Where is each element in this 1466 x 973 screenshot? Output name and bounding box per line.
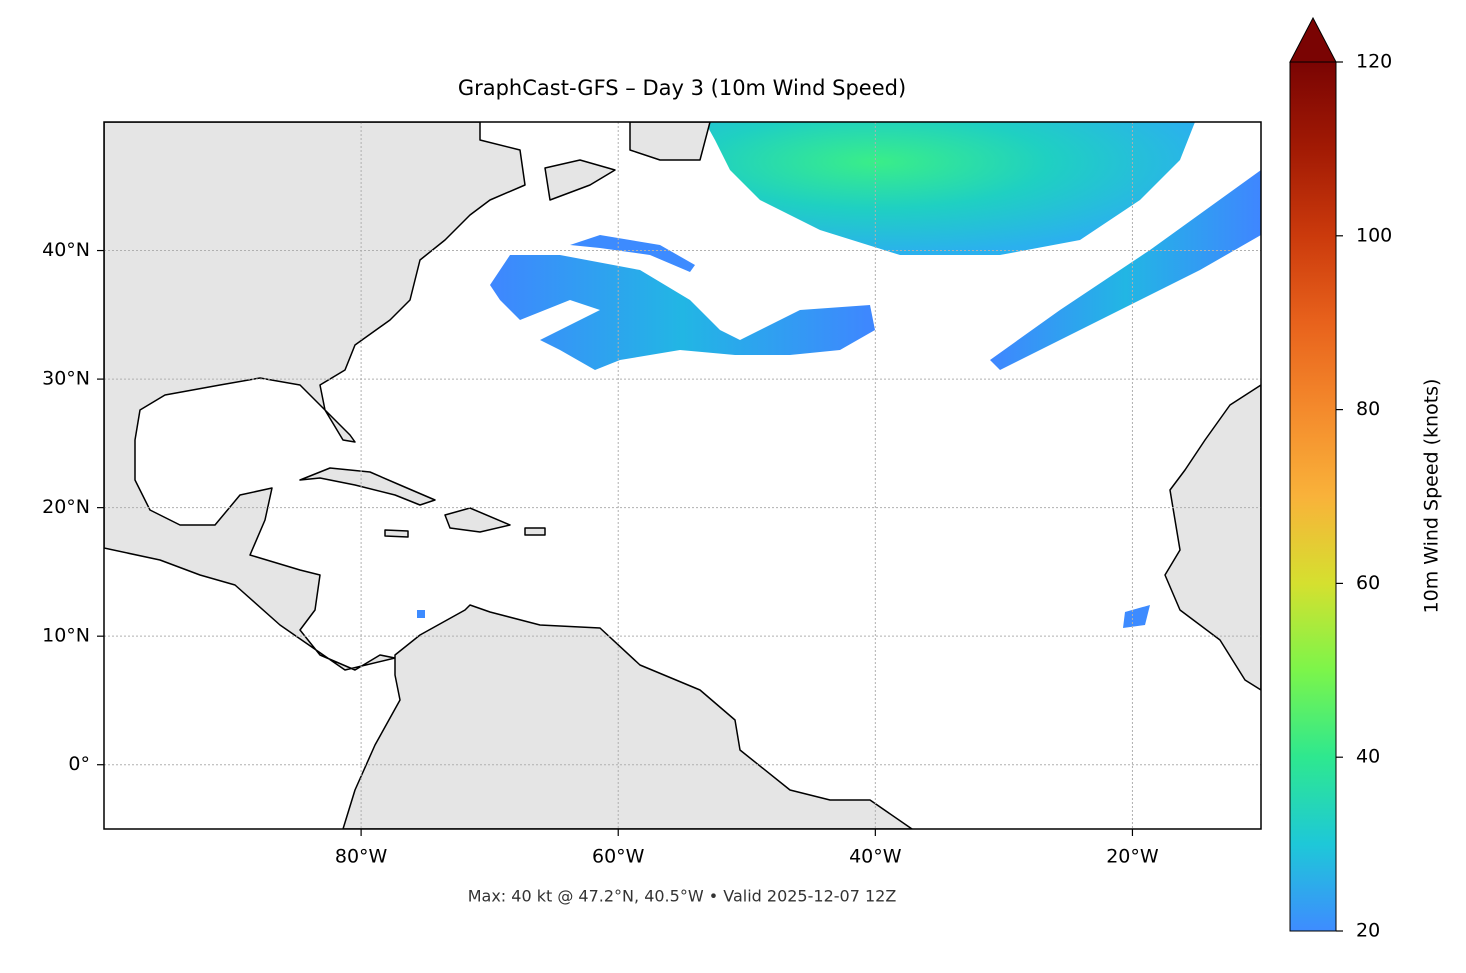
land xyxy=(104,122,1261,829)
y-tick-label: 30°N xyxy=(42,368,90,390)
colorbar-extension xyxy=(1289,16,1337,63)
colorbar-tick-label: 40 xyxy=(1356,746,1380,768)
y-tick-label: 20°N xyxy=(42,496,90,518)
y-tick-label: 40°N xyxy=(42,239,90,261)
colorbar-label: 10m Wind Speed (knots) xyxy=(1421,379,1443,614)
map-frame xyxy=(103,121,1262,830)
footnote: Max: 40 kt @ 47.2°N, 40.5°W • Valid 2025… xyxy=(468,887,897,906)
x-tick-label: 80°W xyxy=(335,846,388,868)
colorbar-tick-label: 100 xyxy=(1356,224,1392,246)
x-tick-label: 40°W xyxy=(849,846,902,868)
gridlines xyxy=(104,122,1261,829)
axes: 80°W 60°W 40°W 20°W 0° 10°N 20°N 30°N 40°N xyxy=(42,239,1159,867)
colorbar-tick-label: 80 xyxy=(1356,398,1380,420)
colorbar-bar xyxy=(1289,61,1337,932)
y-tick-label: 10°N xyxy=(42,625,90,647)
colorbar-tick-label: 20 xyxy=(1356,920,1380,942)
colorbar-tick-label: 120 xyxy=(1356,51,1392,73)
chart-title: GraphCast-GFS – Day 3 (10m Wind Speed) xyxy=(458,76,906,100)
colorbar-tick-label: 60 xyxy=(1356,572,1380,594)
x-tick-label: 60°W xyxy=(592,846,645,868)
x-tick-label: 20°W xyxy=(1106,846,1159,868)
colorbar: 10m Wind Speed (knots) 20 40 60 80 100 120 xyxy=(1289,16,1443,942)
y-tick-label: 0° xyxy=(68,753,90,775)
wind-field xyxy=(417,122,1261,628)
map xyxy=(104,122,1261,829)
